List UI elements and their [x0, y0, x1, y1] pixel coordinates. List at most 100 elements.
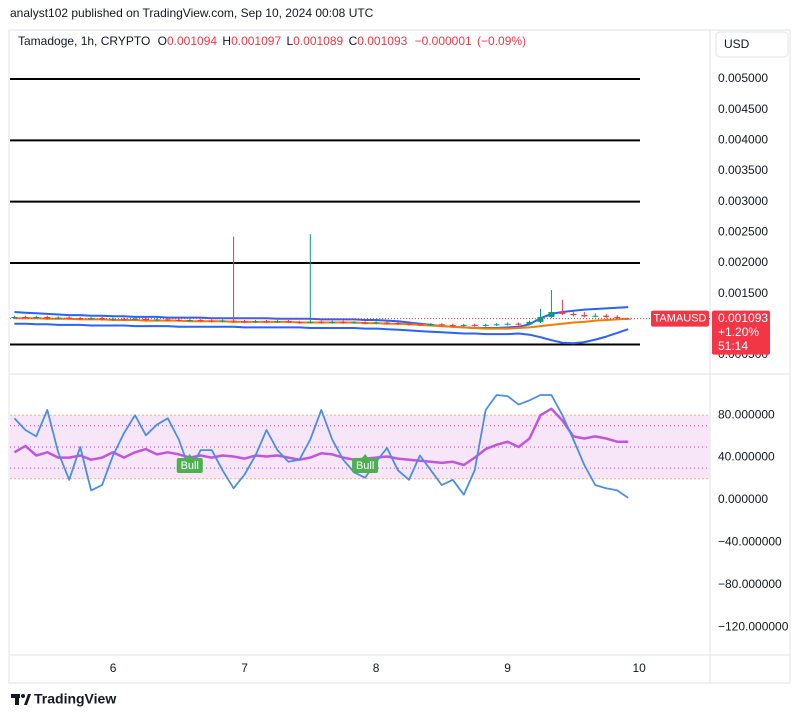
x-tick-label: 7 — [241, 661, 248, 675]
candle-body — [405, 323, 412, 325]
candle-body — [449, 324, 456, 326]
candle-body — [384, 322, 391, 324]
x-tick-label: 9 — [504, 661, 511, 675]
brand: TradingView — [34, 691, 116, 707]
candle-body — [362, 322, 369, 324]
y-tick-label: 0.002500 — [718, 224, 768, 238]
candle-body — [318, 321, 325, 323]
price-label: TAMAUSD 0.001093+1.20%51:14 — [651, 310, 770, 355]
countdown: 51:14 — [718, 339, 748, 353]
candle-body — [99, 318, 106, 320]
open-value: 0.001094 — [167, 34, 217, 48]
y-tick-label: 0.002000 — [718, 255, 768, 269]
axes: 0.0005000.0010000.0015000.0020000.002500… — [110, 71, 789, 675]
candle-body — [603, 315, 610, 317]
candle-body — [296, 321, 303, 323]
currency[interactable]: USD — [724, 37, 750, 51]
candle-body — [186, 320, 193, 322]
candle-body — [274, 321, 281, 323]
candle-body — [493, 324, 500, 326]
annotation-label: Bull — [356, 460, 374, 472]
low-key: L — [286, 34, 293, 48]
chart-frame — [8, 29, 791, 684]
high-value: 0.001097 — [231, 34, 281, 48]
symbol-box — [651, 310, 709, 327]
candle-body — [164, 319, 171, 321]
candle-body — [460, 324, 467, 326]
candle-body — [11, 316, 18, 318]
y-tick-label: −120.000000 — [718, 619, 789, 633]
y-tick-label: 0.003500 — [718, 163, 768, 177]
y-tick-label: −80.000000 — [718, 577, 782, 591]
x-tick-label: 8 — [373, 661, 380, 675]
candle-body — [351, 322, 358, 324]
legend: Tamadoge, 1h, CRYPTO O0.001094 H0.001097… — [18, 34, 526, 48]
logo-shape — [15, 694, 19, 705]
candle-body — [121, 318, 127, 320]
candle-body — [471, 324, 478, 326]
logo-shape — [21, 694, 25, 698]
candle-body — [153, 319, 160, 321]
candle-body — [427, 324, 434, 326]
symbol: Tamadoge, 1h, CRYPTO — [18, 34, 150, 48]
candle-body — [131, 318, 138, 320]
currency-button[interactable] — [715, 31, 789, 58]
publish-note: analyst102 published on TradingView.com,… — [10, 6, 374, 20]
change: −0.000001 — [415, 34, 472, 48]
candle-body — [515, 323, 522, 325]
candle-body — [548, 312, 555, 317]
candle-body — [570, 313, 577, 316]
y-tick-label: 0.004000 — [718, 132, 768, 146]
y-tick-label: 0.005000 — [718, 71, 768, 85]
candle-body — [482, 324, 489, 326]
annotation-box — [176, 457, 203, 473]
x-tick-label: 10 — [632, 661, 646, 675]
price-box — [712, 310, 770, 355]
upper-band — [14, 306, 629, 329]
candle-body — [581, 315, 588, 317]
close-value: 0.001093 — [357, 34, 407, 48]
candle-body — [438, 324, 445, 326]
logo — [11, 694, 31, 705]
candle-body — [559, 312, 566, 314]
candle-body — [285, 321, 292, 323]
open-key: O — [158, 34, 167, 48]
y-tick-label: 0.000000 — [718, 492, 768, 506]
candle-body — [537, 316, 544, 322]
oscillator-pane: Bull Bull — [10, 394, 710, 499]
last-price: 0.001093 — [718, 311, 768, 325]
d-line — [13, 407, 629, 467]
annotation-pointer — [361, 453, 370, 459]
candle-body — [197, 320, 204, 322]
candle-body — [110, 318, 117, 320]
k-line — [13, 394, 629, 499]
candle-body — [416, 324, 423, 326]
annotation-box — [352, 457, 379, 473]
candle-body — [504, 323, 511, 325]
change-percent: (−0.09%) — [477, 34, 526, 48]
candle-body — [263, 321, 270, 323]
logo-shape — [24, 694, 31, 705]
candle-body — [44, 316, 51, 319]
candle-body — [329, 321, 336, 323]
y-tick-label: 0.003000 — [718, 194, 768, 208]
low-value: 0.001089 — [293, 34, 343, 48]
candle-body — [230, 320, 237, 322]
candle-body — [77, 318, 84, 320]
candle-body — [33, 316, 40, 318]
y-tick-label: 0.001500 — [718, 286, 768, 300]
candle-body — [219, 320, 226, 322]
candle-body — [373, 322, 380, 324]
annotation-label: Bull — [181, 460, 199, 472]
y-tick-label: 0.004500 — [718, 102, 768, 116]
symbol-label: TAMAUSD — [654, 313, 707, 325]
price-change: +1.20% — [718, 325, 759, 339]
high-key: H — [222, 34, 231, 48]
x-tick-label: 6 — [110, 661, 117, 675]
candle-body — [175, 320, 182, 322]
candle-body — [22, 316, 29, 318]
lower-band — [14, 322, 629, 345]
candle-body — [340, 321, 347, 323]
